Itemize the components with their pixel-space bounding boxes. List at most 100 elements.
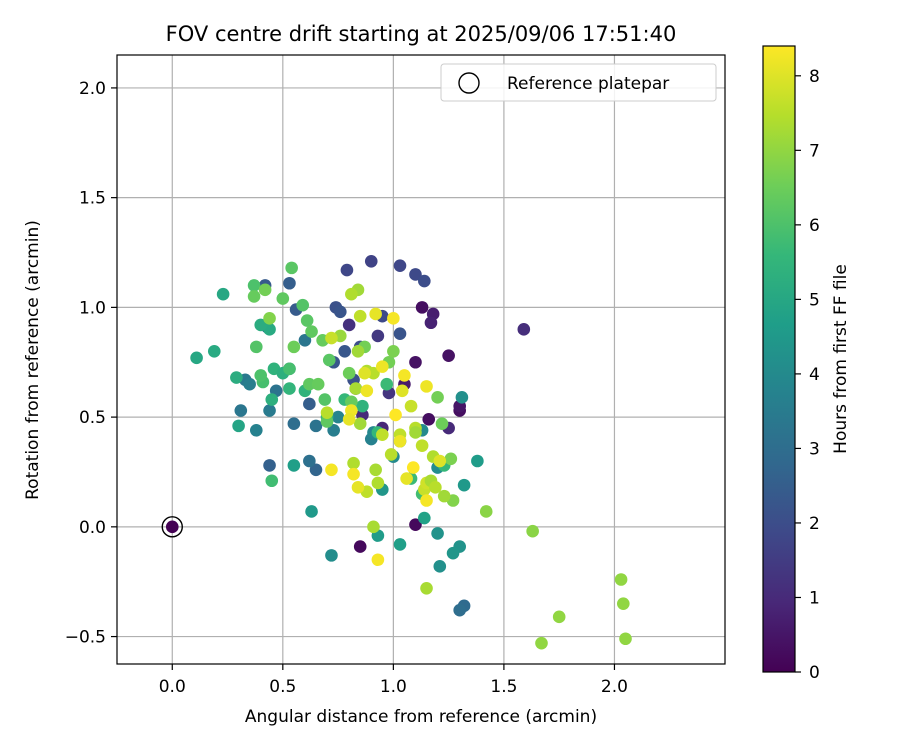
data-point <box>393 538 407 551</box>
legend-label-reference: Reference platepar <box>507 74 669 94</box>
data-point <box>371 553 385 567</box>
data-point <box>287 417 301 430</box>
data-point <box>431 391 444 404</box>
data-point <box>444 452 458 466</box>
data-point <box>287 459 301 472</box>
legend-marker-reference <box>458 72 480 94</box>
data-point <box>351 344 365 358</box>
data-point <box>471 454 484 468</box>
data-point <box>409 355 422 369</box>
colorbar-label: Hours from first FF file <box>831 264 851 454</box>
data-point <box>400 472 413 485</box>
data-point <box>234 404 248 417</box>
data-point <box>283 276 296 290</box>
legend-box <box>440 63 717 102</box>
y-axis-ticks: −0.5 0.0 0.5 1.0 1.5 2.0 <box>65 79 117 648</box>
data-point <box>347 467 360 481</box>
data-point <box>265 393 279 406</box>
data-point <box>367 366 380 380</box>
colorbar-tick-label: 2 <box>809 514 820 534</box>
data-point <box>393 327 407 341</box>
data-point <box>247 290 261 303</box>
data-point <box>325 331 338 345</box>
data-point <box>305 505 318 518</box>
data-point <box>380 377 394 391</box>
data-point <box>342 318 356 332</box>
data-point <box>258 283 272 297</box>
data-point <box>305 325 318 338</box>
data-point <box>369 463 382 477</box>
data-point <box>230 371 243 384</box>
data-point <box>418 274 431 288</box>
data-point <box>309 463 323 477</box>
x-tick-label: 2.0 <box>601 677 628 697</box>
data-point <box>455 391 469 404</box>
data-point <box>431 527 444 540</box>
data-point <box>420 380 433 393</box>
data-point <box>249 423 263 437</box>
data-point <box>369 307 382 321</box>
data-point <box>309 419 323 433</box>
colorbar-tick-label: 8 <box>809 67 820 87</box>
data-point <box>424 316 438 330</box>
data-point <box>300 314 314 327</box>
data-point <box>457 478 471 492</box>
y-tick-label: 1.5 <box>79 189 106 209</box>
data-point <box>619 632 632 646</box>
data-point <box>398 369 411 382</box>
data-point <box>334 305 347 319</box>
data-point <box>435 417 449 430</box>
data-point <box>303 397 316 411</box>
colorbar: 0 1 2 3 4 5 6 7 8 Hours from first FF file <box>762 45 851 683</box>
colorbar-tick-label: 5 <box>809 290 820 310</box>
data-point <box>393 259 407 272</box>
x-tick-label: 0.0 <box>159 677 186 697</box>
data-point <box>418 511 431 525</box>
data-point <box>526 524 539 538</box>
data-point <box>356 399 369 413</box>
data-point <box>387 344 400 358</box>
data-point <box>395 384 409 398</box>
data-point <box>243 377 256 391</box>
data-point <box>442 349 455 362</box>
data-point <box>429 481 442 494</box>
data-point <box>409 268 422 281</box>
data-point <box>232 419 245 433</box>
colorbar-tick-label: 3 <box>809 439 820 459</box>
x-axis-ticks: 0.0 0.5 1.0 1.5 2.0 <box>159 664 628 697</box>
reference-platepar-marker <box>161 516 183 538</box>
data-point <box>287 340 301 354</box>
data-point <box>263 312 276 325</box>
data-point <box>535 636 548 650</box>
data-point <box>320 415 334 428</box>
y-tick-label: −0.5 <box>65 628 106 648</box>
data-point <box>165 520 179 534</box>
data-point <box>422 413 436 426</box>
data-point <box>353 309 367 323</box>
colorbar-tick-label: 7 <box>809 141 820 161</box>
data-point <box>351 481 365 494</box>
data-point <box>249 340 263 354</box>
data-point <box>415 301 429 314</box>
data-point <box>384 448 398 461</box>
data-points <box>161 254 632 650</box>
data-point <box>453 603 466 617</box>
colorbar-tick-label: 1 <box>809 588 820 608</box>
data-point <box>303 454 316 468</box>
data-point <box>263 404 276 417</box>
colorbar-tick-label: 6 <box>809 216 820 236</box>
data-point <box>283 362 296 376</box>
data-point <box>331 410 345 424</box>
data-point <box>285 261 298 275</box>
data-point <box>389 408 402 422</box>
data-point <box>479 505 493 518</box>
y-axis-label: Rotation from reference (arcmin) <box>23 220 43 500</box>
data-point <box>409 426 422 439</box>
data-point <box>276 292 290 305</box>
data-point <box>517 323 531 336</box>
x-tick-label: 1.0 <box>380 677 407 697</box>
data-point <box>322 353 336 367</box>
data-point <box>345 395 358 409</box>
colorbar-tick-label: 4 <box>809 365 820 385</box>
data-point <box>347 456 360 470</box>
